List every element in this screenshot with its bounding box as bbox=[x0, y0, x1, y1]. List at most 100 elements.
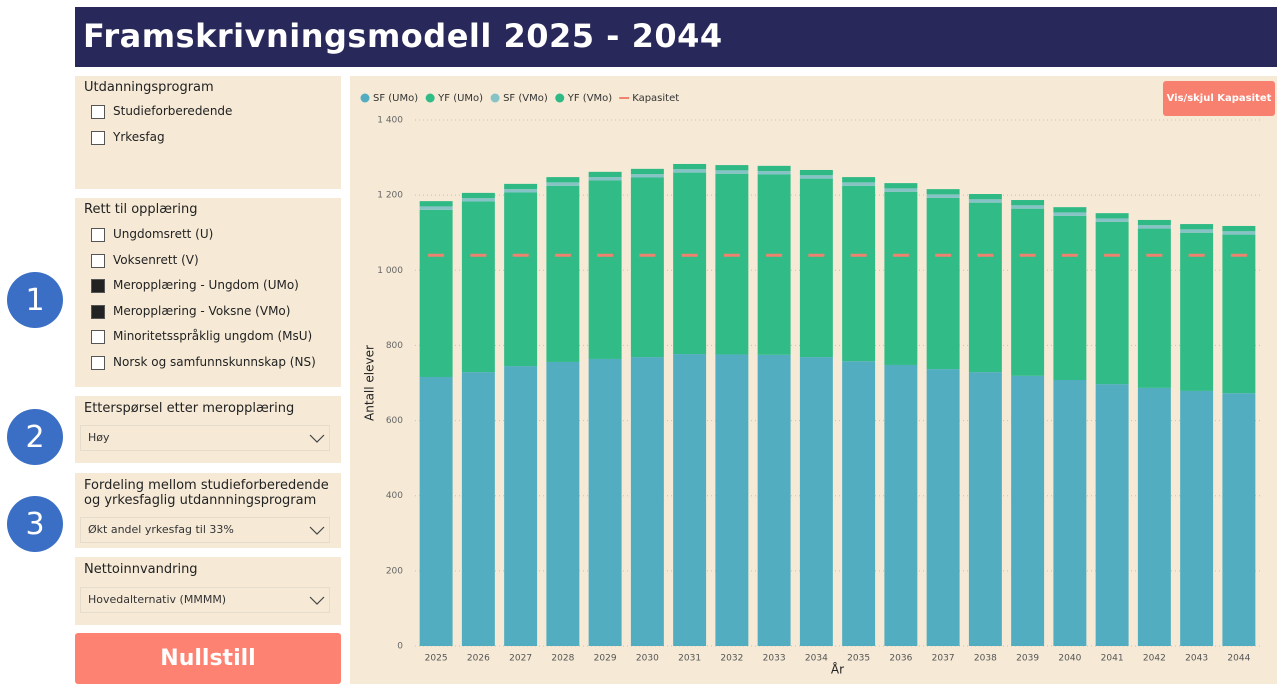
bar-segment bbox=[630, 168, 664, 175]
page-title: Framskrivningsmodell 2025 - 2044 bbox=[83, 17, 723, 55]
bar-segment bbox=[673, 172, 707, 355]
bar-segment bbox=[1180, 229, 1214, 233]
bar-segment bbox=[1095, 213, 1129, 219]
checkbox[interactable] bbox=[91, 105, 105, 119]
bar-segment bbox=[715, 173, 749, 355]
chevron[interactable] bbox=[309, 526, 325, 536]
legend-label: Kapasitet bbox=[632, 93, 679, 104]
y-tick-label: 800 bbox=[386, 341, 403, 351]
checkbox-label[interactable]: Norsk og samfunnskunnskap (NS) bbox=[113, 355, 316, 369]
bar-segment bbox=[673, 169, 707, 173]
bar-segment bbox=[546, 177, 580, 183]
x-tick-label: 2032 bbox=[720, 654, 743, 664]
dropdown-value[interactable]: Høy bbox=[88, 431, 110, 444]
x-tick-label: 2039 bbox=[1016, 654, 1039, 664]
checkbox[interactable] bbox=[91, 228, 105, 242]
bar-segment bbox=[799, 357, 833, 646]
chart-panel: 0 200 400 600 800 1 000 1 200 1 400 Antall eleve… bbox=[350, 76, 1277, 684]
toggle-capacity-button[interactable]: Vis/skjul Kapasitet bbox=[1163, 81, 1275, 116]
checkbox[interactable] bbox=[91, 356, 105, 370]
chart: 0 200 400 600 800 1 000 1 200 1 400 Antall eleve… bbox=[360, 93, 1260, 677]
dropdown-value[interactable]: Hovedalternativ (MMMM) bbox=[88, 593, 227, 606]
bar-segment bbox=[461, 372, 495, 646]
checkbox-label[interactable]: Studieforberedende bbox=[113, 104, 233, 118]
x-tick-label: 2034 bbox=[805, 654, 828, 664]
checkbox-label[interactable]: Meropplæring - Ungdom (UMo) bbox=[113, 278, 299, 293]
y-tick-label: 600 bbox=[386, 416, 403, 426]
dropdown[interactable]: Høy bbox=[80, 425, 330, 451]
bar-segment bbox=[1137, 228, 1171, 388]
bar-segment bbox=[461, 198, 495, 202]
bar-segment bbox=[1222, 225, 1256, 232]
bar-segment bbox=[926, 197, 960, 370]
checkbox-label[interactable]: Meropplæring - Voksne (VMo) bbox=[113, 303, 291, 318]
bar-segment bbox=[926, 194, 960, 198]
bar-segment bbox=[546, 185, 580, 362]
checkbox-label[interactable]: Yrkesfag bbox=[113, 129, 165, 144]
bar-segment bbox=[1011, 208, 1045, 376]
filter-panel bbox=[75, 198, 341, 387]
bar-segment bbox=[1137, 225, 1171, 229]
bar-segment bbox=[715, 170, 749, 174]
chevron[interactable] bbox=[309, 596, 325, 606]
bar-segment bbox=[419, 209, 453, 377]
bar-segment bbox=[419, 201, 453, 207]
bar-segment bbox=[968, 194, 1002, 200]
x-tick-label: 2037 bbox=[932, 654, 955, 664]
bar-segment bbox=[673, 163, 707, 170]
reset-button[interactable]: Nullstill bbox=[75, 633, 341, 684]
checkbox-label[interactable]: Ungdomsrett (U) bbox=[113, 227, 214, 241]
bar-segment bbox=[968, 202, 1002, 373]
x-tick-label: 2030 bbox=[636, 654, 659, 664]
dropdown-value[interactable]: Økt andel yrkesfag til 33% bbox=[88, 523, 234, 536]
bar-segment bbox=[968, 199, 1002, 203]
dropdown-title: Fordeling mellom studieforberedende og y… bbox=[84, 478, 329, 508]
y-tick-label: 400 bbox=[386, 491, 403, 501]
bar-segment bbox=[757, 171, 791, 175]
bar-segment bbox=[884, 364, 918, 646]
legend-label: YF (VMo) bbox=[567, 93, 613, 104]
filter-title: Rett til opplæring bbox=[84, 202, 198, 217]
y-axis-title: Antall elever bbox=[363, 345, 377, 421]
bar-segment bbox=[757, 174, 791, 355]
chevron[interactable] bbox=[309, 434, 325, 444]
header-bar: Framskrivningsmodell 2025 - 2044 bbox=[75, 7, 1277, 67]
x-tick-label: 2042 bbox=[1143, 654, 1166, 664]
bar-segment bbox=[1011, 200, 1045, 206]
x-tick-label: 2029 bbox=[594, 654, 617, 664]
bar-segment bbox=[504, 183, 538, 190]
bar-segment bbox=[1053, 379, 1087, 646]
bar-segment bbox=[842, 185, 876, 362]
x-tick-label: 2025 bbox=[425, 654, 448, 664]
bar-segment bbox=[842, 182, 876, 186]
bar-segment bbox=[1222, 234, 1256, 394]
checkbox[interactable] bbox=[91, 253, 105, 268]
dropdown[interactable]: Hovedalternativ (MMMM) bbox=[80, 587, 330, 613]
checkbox[interactable] bbox=[91, 304, 105, 319]
dropdown-panel bbox=[75, 473, 341, 548]
checkbox-label[interactable]: Minoritetsspråklig ungdom (MsU) bbox=[113, 329, 313, 344]
bar-segment bbox=[630, 357, 664, 646]
bar-segment bbox=[1011, 205, 1045, 209]
bar-segment bbox=[842, 177, 876, 183]
step-badge: 3 bbox=[7, 496, 63, 552]
checkbox[interactable] bbox=[91, 279, 105, 294]
y-tick-label: 1 000 bbox=[377, 266, 403, 276]
bar-segment bbox=[546, 182, 580, 186]
x-tick-label: 2026 bbox=[467, 654, 490, 664]
bar-segment bbox=[799, 169, 833, 176]
bar-segment bbox=[1137, 387, 1171, 646]
checkbox-label[interactable]: Voksenrett (V) bbox=[113, 252, 199, 267]
bar-segment bbox=[1053, 215, 1087, 380]
bar-segment bbox=[588, 358, 622, 646]
bar-segment bbox=[1137, 219, 1171, 226]
bar-segment bbox=[546, 361, 580, 646]
bar-segment bbox=[504, 189, 538, 193]
dropdown[interactable]: Økt andel yrkesfag til 33% bbox=[80, 517, 330, 543]
x-tick-label: 2044 bbox=[1227, 654, 1250, 664]
bar-segment bbox=[1011, 375, 1045, 646]
checkbox[interactable] bbox=[91, 330, 105, 345]
checkbox[interactable] bbox=[91, 130, 105, 145]
bar-segment bbox=[504, 192, 538, 367]
bar-segment bbox=[1180, 232, 1214, 391]
